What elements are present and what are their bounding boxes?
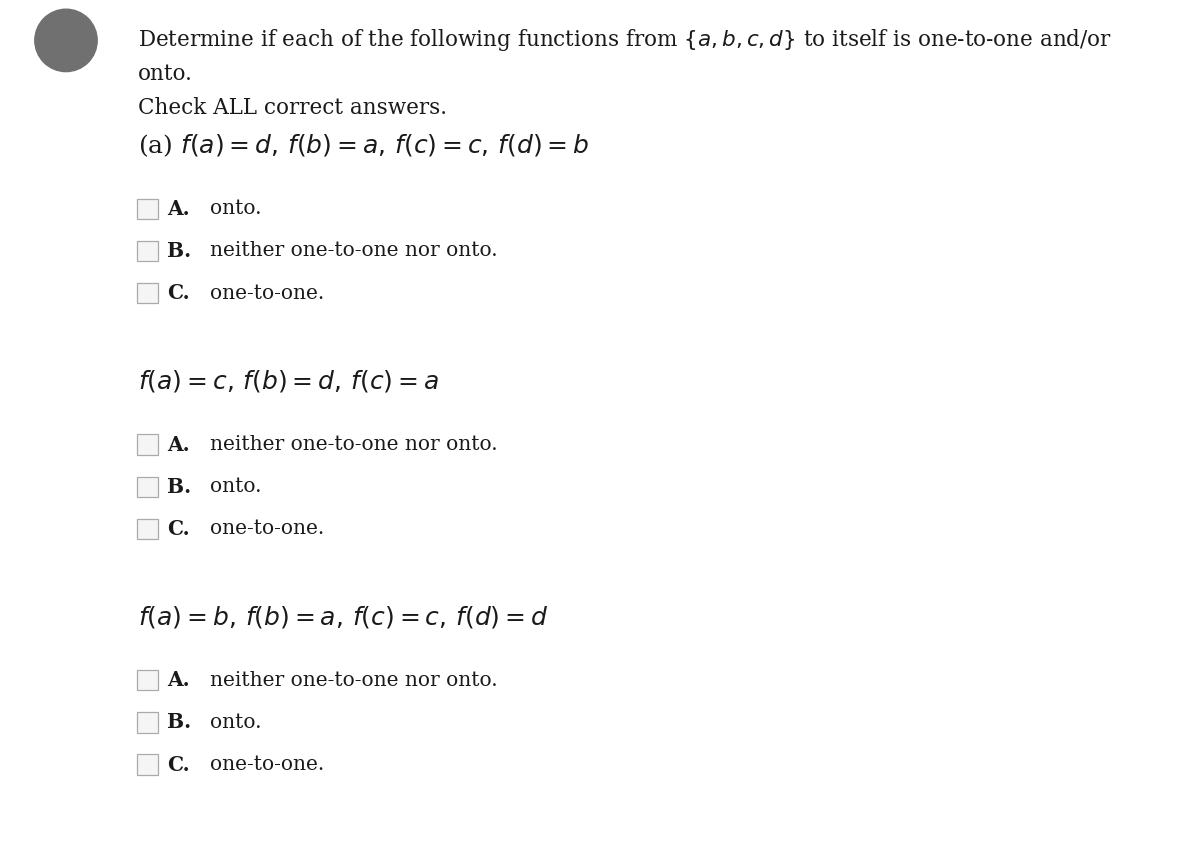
Text: C.: C.	[167, 519, 190, 539]
Text: neither one-to-one nor onto.: neither one-to-one nor onto.	[210, 435, 498, 454]
Text: B.: B.	[167, 477, 191, 497]
Text: (a) $f(a) = d,\, f(b) = a,\, f(c) = c,\, f(d) = b$: (a) $f(a) = d,\, f(b) = a,\, f(c) = c,\,…	[138, 132, 589, 159]
Text: Determine if each of the following functions from $\{a, b, c, d\}$ to itself is : Determine if each of the following funct…	[138, 28, 1112, 53]
Text: B.: B.	[167, 241, 191, 261]
Text: onto.: onto.	[210, 200, 262, 218]
Text: A.: A.	[167, 199, 190, 219]
Text: one-to-one.: one-to-one.	[210, 755, 324, 774]
Text: neither one-to-one nor onto.: neither one-to-one nor onto.	[210, 242, 498, 260]
Text: neither one-to-one nor onto.: neither one-to-one nor onto.	[210, 671, 498, 690]
Text: B.: B.	[167, 712, 191, 733]
Text: 2: 2	[60, 31, 72, 50]
Text: C.: C.	[167, 754, 190, 775]
Text: $f(a) = c,\, f(b) = d,\, f(c) = a$: $f(a) = c,\, f(b) = d,\, f(c) = a$	[138, 369, 439, 394]
Text: Check ALL correct answers.: Check ALL correct answers.	[138, 97, 446, 119]
Text: A.: A.	[167, 434, 190, 455]
Text: onto.: onto.	[210, 713, 262, 732]
Text: C.: C.	[167, 283, 190, 303]
Text: A.: A.	[167, 670, 190, 690]
Text: $f(a) = b,\, f(b) = a,\, f(c) = c,\, f(d) = d$: $f(a) = b,\, f(b) = a,\, f(c) = c,\, f(d…	[138, 605, 548, 630]
Text: one-to-one.: one-to-one.	[210, 520, 324, 538]
Text: one-to-one.: one-to-one.	[210, 284, 324, 302]
Text: onto.: onto.	[138, 63, 193, 85]
Text: onto.: onto.	[210, 477, 262, 496]
